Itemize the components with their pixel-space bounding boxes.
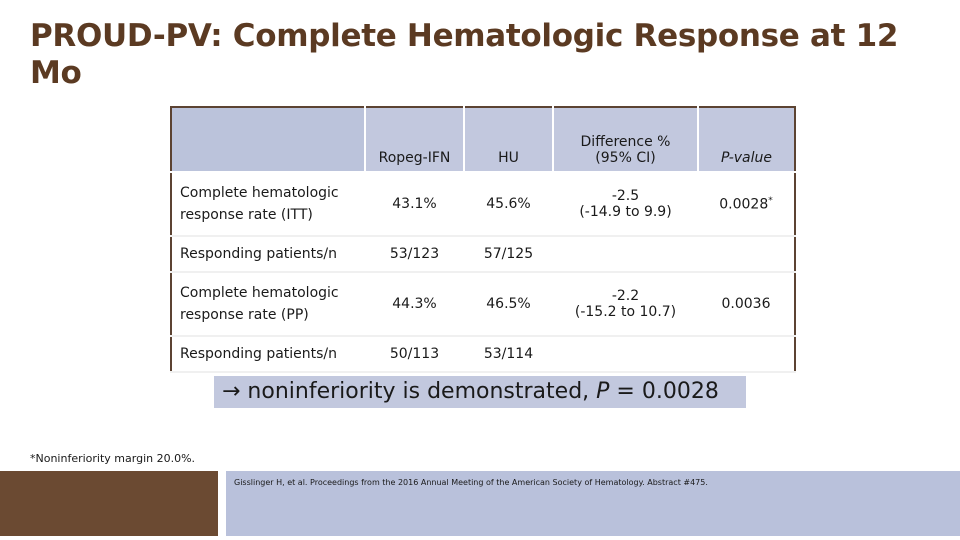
row-label-itt-line2: response rate (ITT)	[180, 207, 313, 223]
row-label-itt-line1: Complete hematologic	[180, 185, 339, 201]
itt-difference-line2: (-14.9 to 9.9)	[579, 204, 672, 220]
row-label-responders-pp: Responding patients/n	[171, 335, 365, 373]
itt-p-value: 0.0028*	[698, 171, 795, 237]
callout-text-before: noninferiority is demonstrated,	[240, 379, 597, 404]
responders-itt-ropeg: 53/123	[365, 235, 464, 273]
table-row-pp: Complete hematologic response rate (PP) …	[171, 271, 795, 337]
row-label-pp: Complete hematologic response rate (PP)	[171, 271, 365, 337]
footer-blue-bar	[226, 471, 960, 536]
pp-difference: -2.2 (-15.2 to 10.7)	[553, 271, 698, 337]
results-table: Ropeg-IFN HU Difference % (95% CI) P-val…	[170, 106, 796, 373]
header-hu: HU	[463, 107, 553, 172]
table-row-itt: Complete hematologic response rate (ITT)…	[171, 171, 795, 237]
responders-pp-ropeg: 50/113	[365, 335, 464, 373]
itt-ropeg-value: 43.1%	[365, 171, 464, 237]
right-arrow-icon: →	[222, 379, 241, 404]
header-ropeg-ifn: Ropeg-IFN	[364, 107, 464, 172]
row-label-pp-line2: response rate (PP)	[180, 307, 309, 323]
responders-itt-difference-empty	[553, 235, 698, 273]
responders-itt-p-empty	[698, 235, 795, 273]
footnote: *Noninferiority margin 20.0%.	[30, 452, 196, 465]
header-p-value: P-value	[697, 107, 795, 172]
responders-itt-hu: 57/125	[464, 235, 553, 273]
header-difference-line1: Difference %	[580, 134, 671, 150]
row-label-itt: Complete hematologic response rate (ITT)	[171, 171, 365, 237]
itt-difference: -2.5 (-14.9 to 9.9)	[553, 171, 698, 237]
pp-ropeg-value: 44.3%	[365, 271, 464, 337]
reference-citation: Gisslinger H, et al. Proceedings from th…	[234, 478, 708, 487]
pp-difference-line2: (-15.2 to 10.7)	[574, 304, 677, 320]
pp-difference-line1: -2.2	[611, 288, 640, 304]
header-corner-cell	[171, 107, 365, 172]
row-label-pp-line1: Complete hematologic	[180, 285, 339, 301]
responders-pp-difference-empty	[553, 335, 698, 373]
table-header-row: Ropeg-IFN HU Difference % (95% CI) P-val…	[171, 107, 795, 172]
table-row-responders-itt: Responding patients/n 53/123 57/125	[171, 235, 795, 273]
footer-brown-bar	[0, 471, 218, 536]
callout-p-italic: P	[596, 379, 610, 404]
row-label-responders-itt: Responding patients/n	[171, 235, 365, 273]
header-difference: Difference % (95% CI)	[552, 107, 698, 172]
table-row-responders-pp: Responding patients/n 50/113 53/114	[171, 335, 795, 373]
responders-pp-p-empty	[698, 335, 795, 373]
responders-pp-hu: 53/114	[464, 335, 553, 373]
itt-p-value-text: 0.0028	[719, 196, 769, 213]
slide-title: PROUD-PV: Complete Hematologic Response …	[30, 18, 899, 91]
pp-hu-value: 46.5%	[464, 271, 553, 337]
callout-text-after: = 0.0028	[609, 379, 719, 404]
header-difference-line2: (95% CI)	[595, 150, 656, 166]
itt-hu-value: 45.6%	[464, 171, 553, 237]
itt-p-footnote-mark: *	[768, 195, 773, 206]
conclusion-callout: → noninferiority is demonstrated, P = 0.…	[214, 376, 746, 408]
header-p-value-text: P-value	[721, 150, 772, 166]
itt-difference-line1: -2.5	[611, 188, 640, 204]
pp-p-value: 0.0036	[698, 271, 795, 337]
